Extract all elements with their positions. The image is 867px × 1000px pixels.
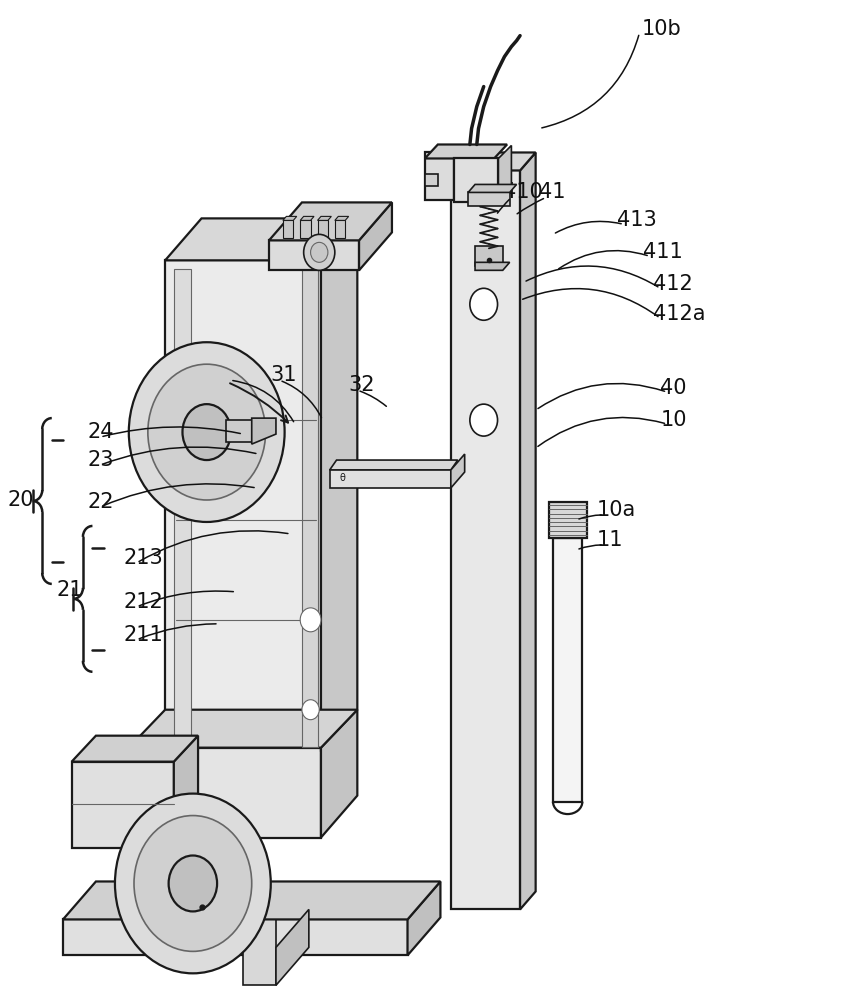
Text: 41: 41 [539,182,565,202]
Polygon shape [425,152,454,200]
Text: 410: 410 [503,182,543,202]
Polygon shape [475,262,510,270]
Text: 10b: 10b [642,19,681,39]
Circle shape [310,242,328,262]
Circle shape [168,856,217,911]
Polygon shape [520,152,536,909]
Bar [243,909,276,985]
Polygon shape [173,736,198,848]
Polygon shape [425,144,507,158]
Text: 211: 211 [124,625,163,645]
Text: 40: 40 [661,378,687,398]
Polygon shape [165,218,357,260]
Polygon shape [321,710,357,838]
Text: 413: 413 [617,210,657,230]
Circle shape [470,404,498,436]
Polygon shape [269,202,392,240]
Polygon shape [72,762,173,848]
Text: 11: 11 [596,530,623,550]
Polygon shape [321,218,357,752]
Polygon shape [454,158,499,202]
Circle shape [129,342,284,522]
Polygon shape [63,919,407,955]
Polygon shape [300,216,314,220]
Bar [283,220,293,238]
Polygon shape [451,152,536,170]
Circle shape [303,234,335,270]
Circle shape [182,404,231,460]
Bar [300,220,310,238]
Bar [302,269,317,747]
Polygon shape [329,460,458,470]
Text: 212: 212 [124,592,163,612]
Circle shape [148,364,265,500]
Text: 20: 20 [8,490,34,510]
Text: 213: 213 [124,548,163,568]
Polygon shape [72,736,198,762]
Polygon shape [165,260,321,752]
Text: 412: 412 [654,274,693,294]
Polygon shape [129,748,321,838]
Text: 10a: 10a [596,500,636,520]
Circle shape [300,608,321,632]
Polygon shape [329,470,451,488]
Polygon shape [451,454,465,488]
Polygon shape [499,145,512,202]
Bar [173,269,191,747]
Polygon shape [269,240,359,270]
Text: 23: 23 [88,450,114,470]
Bar [468,192,510,206]
Text: 31: 31 [271,365,297,385]
Bar [317,220,328,238]
Polygon shape [549,502,587,538]
Circle shape [115,794,271,973]
Polygon shape [451,170,520,909]
Text: 22: 22 [88,492,114,512]
Polygon shape [63,881,440,919]
Text: 10: 10 [661,410,687,430]
Polygon shape [359,202,392,270]
Circle shape [302,700,319,720]
Polygon shape [276,909,309,985]
Bar [225,420,251,442]
Polygon shape [251,418,276,444]
Polygon shape [407,881,440,955]
Text: 21: 21 [57,580,83,600]
Polygon shape [335,216,349,220]
Bar [475,246,503,266]
Text: θ: θ [340,473,346,483]
Bar [335,220,345,238]
Polygon shape [468,184,517,192]
Polygon shape [317,216,331,220]
Text: 32: 32 [349,375,375,395]
Polygon shape [129,710,357,748]
Text: 412a: 412a [654,304,706,324]
Circle shape [134,816,251,951]
Polygon shape [553,538,583,802]
Text: 30: 30 [221,365,248,385]
Text: 411: 411 [643,242,682,262]
Circle shape [470,288,498,320]
Polygon shape [283,216,297,220]
Polygon shape [425,174,438,186]
Text: 24: 24 [88,422,114,442]
